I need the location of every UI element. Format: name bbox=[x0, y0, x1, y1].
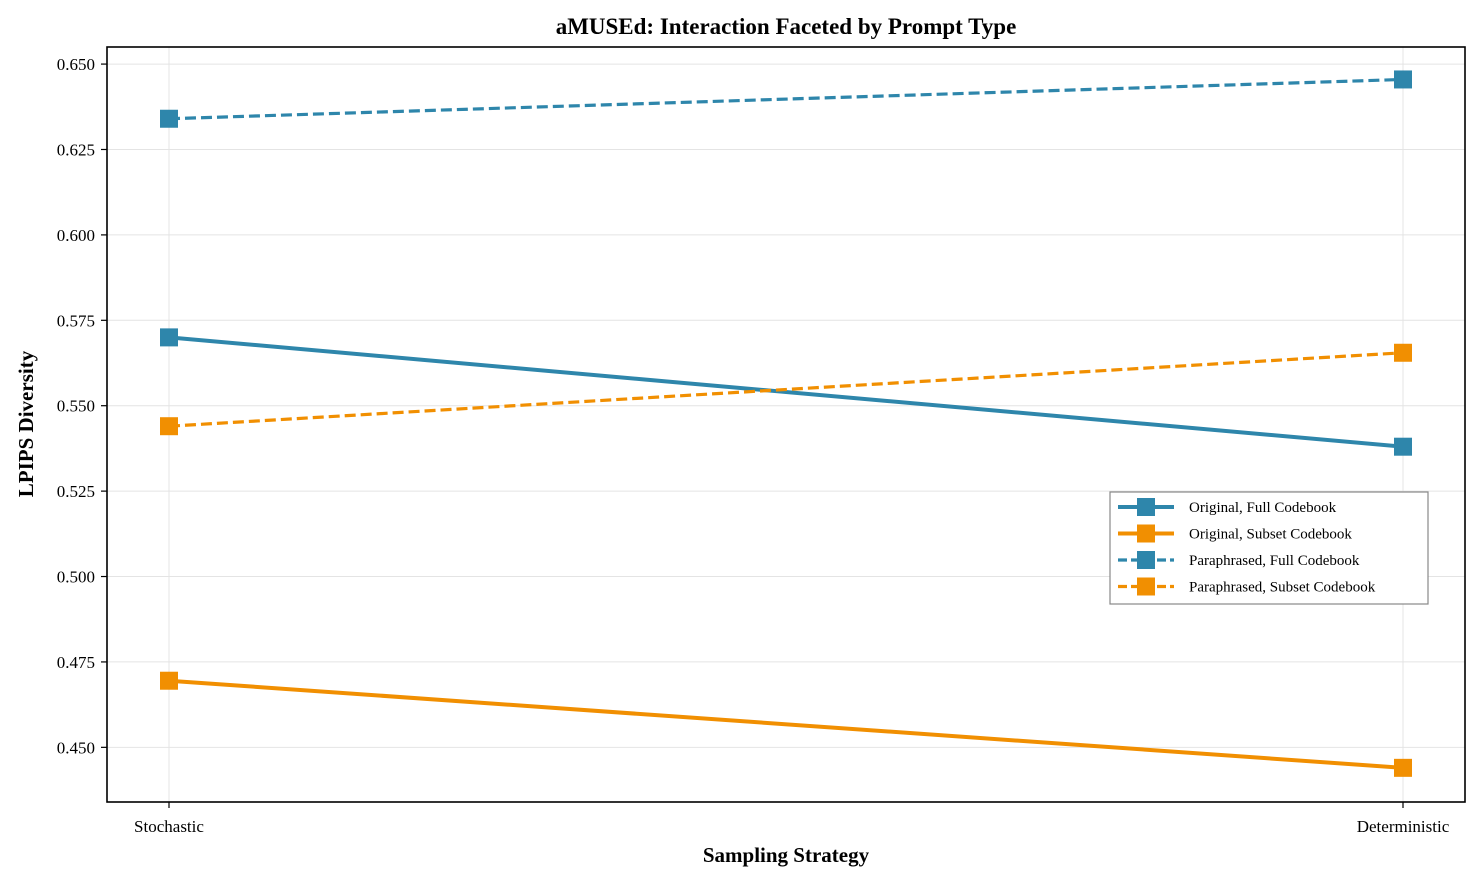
x-axis-label: Sampling Strategy bbox=[703, 843, 870, 867]
data-point-original-subset-codebook-1 bbox=[160, 671, 178, 690]
series-layer bbox=[160, 70, 1412, 777]
y-tick-label: 0.650 bbox=[57, 55, 95, 74]
data-point-paraphrased-subset-codebook-1 bbox=[160, 417, 178, 436]
data-point-paraphrased-subset-codebook-2 bbox=[1394, 343, 1412, 362]
series-line-paraphrased-subset-codebook bbox=[168, 351, 1404, 428]
y-tick-label: 0.550 bbox=[57, 397, 95, 416]
legend-label-original-full-codebook: Original, Full Codebook bbox=[1189, 500, 1337, 516]
grid-layer bbox=[107, 47, 1465, 802]
y-tick-label: 0.600 bbox=[57, 226, 95, 245]
legend-marker-paraphrased-full-codebook bbox=[1137, 551, 1155, 569]
ticks-layer: 0.450 0.475 0.500 0.525 0.550 0.575 0.600 0.625… bbox=[57, 55, 1450, 836]
y-tick-label: 0.525 bbox=[57, 482, 95, 501]
chart-title: aMUSEd: Interaction Faceted by Prompt Ty… bbox=[556, 14, 1017, 39]
data-point-original-subset-codebook-2 bbox=[1394, 758, 1412, 777]
series-line-original-full-codebook bbox=[168, 335, 1404, 449]
x-tick-label: Deterministic bbox=[1357, 817, 1450, 836]
data-point-paraphrased-full-codebook-2 bbox=[1394, 70, 1412, 89]
legend-marker-original-subset-codebook bbox=[1137, 524, 1155, 543]
series-line-original-subset-codebook bbox=[168, 678, 1404, 770]
legend-label-paraphrased-full-codebook: Paraphrased, Full Codebook bbox=[1189, 553, 1360, 569]
x-tick-label: Stochastic bbox=[134, 817, 204, 836]
legend-marker-paraphrased-subset-codebook bbox=[1137, 577, 1155, 596]
series-line-paraphrased-full-codebook bbox=[168, 77, 1404, 121]
y-tick-label: 0.475 bbox=[57, 653, 95, 672]
data-point-paraphrased-full-codebook-1 bbox=[160, 109, 178, 128]
y-tick-label: 0.500 bbox=[57, 568, 95, 587]
data-point-original-full-codebook-1 bbox=[160, 328, 178, 347]
y-axis-label: LPIPS Diversity bbox=[14, 350, 38, 497]
plot-frame bbox=[106, 46, 1466, 803]
legend-label-original-subset-codebook: Original, Subset Codebook bbox=[1189, 527, 1352, 543]
legend-marker-original-full-codebook bbox=[1137, 498, 1155, 516]
legend-label-paraphrased-subset-codebook: Paraphrased, Subset Codebook bbox=[1189, 580, 1376, 596]
y-tick-label: 0.575 bbox=[57, 311, 95, 330]
y-tick-label: 0.625 bbox=[57, 140, 95, 159]
data-point-original-full-codebook-2 bbox=[1394, 437, 1412, 456]
legend: Original, Full Codebook Original, Subset … bbox=[1109, 491, 1429, 605]
y-tick-label: 0.450 bbox=[57, 738, 95, 757]
